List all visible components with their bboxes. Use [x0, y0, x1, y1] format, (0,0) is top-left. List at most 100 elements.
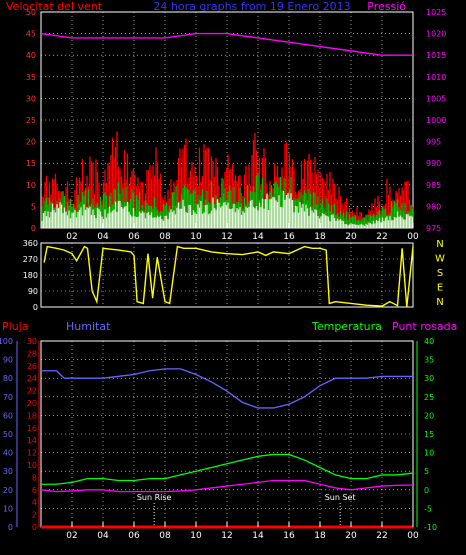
wind-speed-tick-label: 30	[26, 94, 36, 103]
rain-tick-label: 4	[32, 498, 37, 507]
wind-x-tick-label: 14	[252, 232, 264, 242]
wind-x-tick-label: 02	[66, 232, 77, 242]
temperature-tick-label: -5	[424, 504, 432, 513]
rain-tick-label: 14	[27, 436, 37, 445]
pressure-tick-label: 975	[426, 224, 441, 233]
wind-x-tick-label: 10	[190, 232, 202, 242]
humidity-tick-label: 100	[0, 337, 13, 346]
pressure-tick-label: 1025	[426, 8, 446, 17]
humidity-x-tick-label: 16	[283, 531, 295, 541]
rain-tick-label: 24	[27, 374, 37, 383]
wind-speed-tick-label: 25	[26, 116, 36, 125]
wind-speed-tick-label: 35	[26, 73, 36, 82]
sunset-label: Sun Set	[325, 493, 356, 502]
pressure-tick-label: 1010	[426, 73, 446, 82]
wind-x-tick-label: 22	[376, 232, 387, 242]
pressure-tick-label: 1015	[426, 51, 446, 60]
temperature-tick-label: 15	[424, 430, 434, 439]
rain-tick-label: 0	[32, 523, 37, 532]
dewpoint-line	[40, 479, 414, 493]
rain-tick-label: 30	[27, 337, 37, 346]
temperature-tick-label: 40	[424, 337, 434, 346]
compass-label: N	[436, 297, 443, 308]
wind-x-tick-label: 20	[345, 232, 357, 242]
rain-tick-label: 16	[27, 424, 37, 433]
wind-speed-tick-label: 20	[26, 138, 36, 147]
dewpoint-label: Punt rosada	[392, 320, 457, 333]
temperature-label: Temperatura	[311, 320, 382, 333]
wind-speed-tick-label: 45	[26, 30, 36, 39]
direction-tick-label: 270	[23, 255, 38, 264]
humidity-x-tick-label: 14	[252, 531, 264, 541]
wind-speed-tick-label: 10	[26, 181, 36, 190]
pressure-line	[40, 32, 413, 56]
chart-title: 24 hora graphs from 19 Enero 2013	[153, 0, 350, 13]
rain-tick-label: 28	[27, 349, 37, 358]
wind-speed-label: Velocitat del vent	[6, 0, 103, 13]
rain-tick-label: 22	[27, 387, 37, 396]
humidity-tick-label: 60	[3, 411, 13, 420]
humidity-tick-label: 50	[3, 430, 13, 439]
rain-tick-label: 20	[27, 399, 37, 408]
temperature-tick-label: 20	[424, 411, 434, 420]
rain-tick-label: 6	[32, 486, 37, 495]
wind-x-tick-label: 08	[159, 232, 171, 242]
pressure-tick-label: 1020	[426, 30, 446, 39]
wind-x-tick-label: 06	[128, 232, 140, 242]
wind-speed-tick-label: 5	[31, 202, 36, 211]
humidity-label: Humitat	[66, 320, 111, 333]
compass-label: S	[437, 268, 443, 279]
wind-speed-tick-label: 50	[26, 8, 36, 17]
temperature-tick-label: 30	[424, 374, 434, 383]
wind-x-tick-label: 00	[407, 232, 419, 242]
humidity-tick-label: 20	[3, 486, 13, 495]
compass-label: W	[435, 254, 445, 265]
humidity-tick-label: 30	[3, 467, 13, 476]
wind-x-tick-label: 04	[97, 232, 109, 242]
direction-tick-label: 90	[28, 287, 38, 296]
humidity-tick-label: 90	[3, 356, 13, 365]
rain-tick-label: 2	[32, 511, 37, 520]
pressure-tick-label: 1000	[426, 116, 446, 125]
pressure-tick-label: 985	[426, 181, 441, 190]
humidity-x-tick-label: 18	[314, 531, 326, 541]
temperature-tick-label: 0	[424, 486, 429, 495]
wind-speed-tick-label: 40	[26, 51, 36, 60]
pressure-label: Pressió	[367, 0, 406, 13]
wind-x-tick-label: 16	[283, 232, 295, 242]
rain-tick-label: 12	[27, 449, 37, 458]
humidity-x-tick-label: 00	[407, 531, 419, 541]
humidity-x-tick-label: 20	[345, 531, 357, 541]
rain-label: Pluja	[2, 320, 28, 333]
wind-speed-tick-label: 0	[31, 224, 36, 233]
temperature-tick-label: 25	[424, 393, 434, 402]
rain-tick-label: 8	[32, 473, 37, 482]
pressure-tick-label: 980	[426, 202, 441, 211]
temperature-line	[41, 453, 414, 485]
humidity-x-tick-label: 04	[97, 531, 109, 541]
rain-tick-label: 18	[27, 411, 37, 420]
pressure-tick-label: 995	[426, 138, 441, 147]
direction-tick-label: 0	[33, 303, 38, 312]
pressure-tick-label: 990	[426, 159, 441, 168]
wind-x-tick-label: 12	[221, 232, 232, 242]
compass-label: E	[437, 283, 443, 294]
compass-label: N	[436, 239, 443, 250]
wind-direction-line	[43, 245, 414, 308]
humidity-x-tick-label: 22	[376, 531, 387, 541]
sunrise-label: Sun Rise	[137, 493, 172, 502]
pressure-tick-label: 1005	[426, 94, 446, 103]
rain-tick-label: 10	[27, 461, 37, 470]
humidity-x-tick-label: 10	[190, 531, 202, 541]
humidity-x-tick-label: 08	[159, 531, 171, 541]
humidity-x-tick-label: 06	[128, 531, 140, 541]
temperature-tick-label: -10	[424, 523, 437, 532]
humidity-line	[41, 368, 413, 409]
humidity-x-tick-label: 12	[221, 531, 232, 541]
direction-tick-label: 360	[23, 239, 38, 248]
humidity-tick-label: 80	[3, 374, 13, 383]
